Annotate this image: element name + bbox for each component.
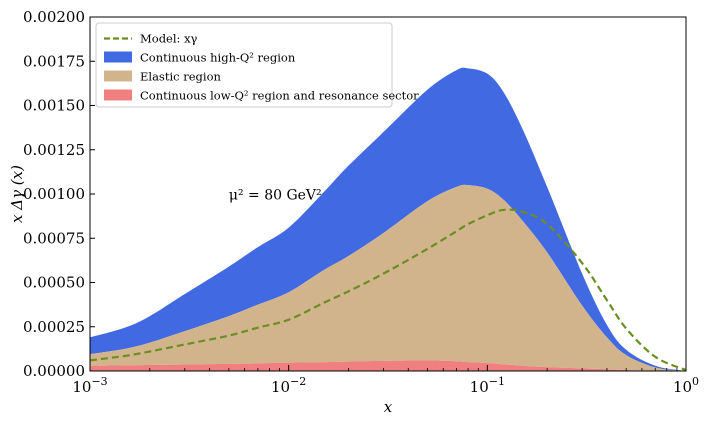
plot-area bbox=[90, 67, 686, 371]
y-tick-label: 0.00175 bbox=[23, 52, 85, 70]
legend-label: Continuous low-Q² region and resonance s… bbox=[140, 89, 419, 103]
legend: Model: xγ Continuous high-Q² region Elasti… bbox=[95, 22, 419, 108]
y-tick-label: 0.00075 bbox=[23, 229, 85, 247]
model-line bbox=[90, 208, 686, 371]
y-tick-label: 0.00000 bbox=[23, 362, 85, 380]
y-tick-label: 0.00200 bbox=[23, 8, 85, 26]
legend-label: Elastic region bbox=[140, 70, 221, 84]
band-continuous-low-q-region-and-resonance-sector bbox=[90, 360, 686, 371]
legend-swatch-continuous-high-q-region bbox=[104, 51, 132, 63]
legend-swatch-elastic-region bbox=[104, 70, 132, 82]
axes: 0.00000 0.00025 0.00050 0.00075 0.00100 0.001… bbox=[8, 8, 699, 416]
y-tick-label: 0.00025 bbox=[23, 318, 85, 336]
legend-label: Continuous high-Q² region bbox=[140, 51, 296, 65]
legend-label: Model: xγ bbox=[140, 32, 198, 46]
y-tick-label: 0.00150 bbox=[23, 97, 85, 115]
annotation-mu2: μ² = 80 GeV² bbox=[229, 187, 322, 203]
x-tick-label: 10−2 bbox=[271, 375, 306, 396]
y-tick-label: 0.00050 bbox=[23, 274, 85, 292]
band-continuous-high-q-region bbox=[90, 67, 686, 371]
band-elastic-region bbox=[90, 184, 686, 371]
y-tick-label: 0.00125 bbox=[23, 141, 85, 159]
x-tick-label: 10−3 bbox=[72, 375, 107, 396]
y-axis-label: x Δγ (x) bbox=[8, 165, 26, 223]
legend-box bbox=[95, 22, 393, 108]
legend-swatch-continuous-low-q-region-and-resonance-sector bbox=[104, 89, 132, 101]
y-tick-label: 0.00100 bbox=[23, 185, 85, 203]
x-axis-label: x bbox=[384, 398, 393, 416]
x-tick-label: 100 bbox=[673, 375, 699, 396]
x-tick-label: 10−1 bbox=[470, 375, 505, 396]
